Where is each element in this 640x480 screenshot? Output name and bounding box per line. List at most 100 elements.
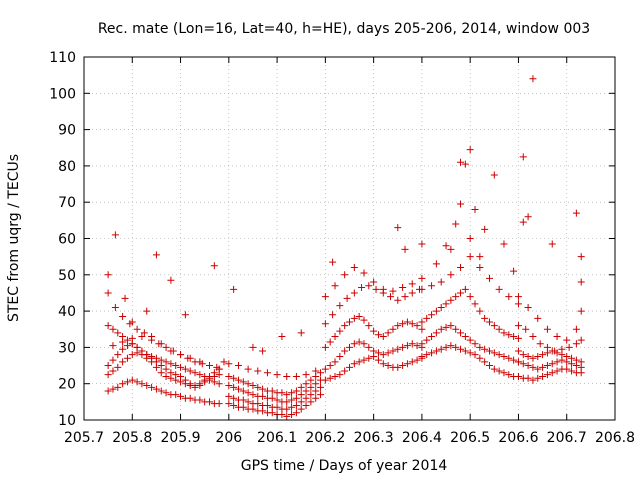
data-point: [288, 389, 296, 397]
data-point: [254, 367, 262, 375]
data-point: [372, 285, 380, 293]
data-point: [476, 253, 484, 261]
data-point: [553, 333, 561, 341]
data-point: [263, 369, 271, 377]
data-point: [239, 387, 247, 395]
data-point: [148, 352, 156, 360]
data-point: [114, 383, 122, 391]
data-point: [341, 367, 349, 375]
data-point: [119, 380, 127, 388]
data-point: [563, 336, 571, 344]
data-point: [401, 293, 409, 301]
data-point: [500, 329, 508, 337]
data-point: [148, 383, 156, 391]
data-point: [447, 342, 455, 350]
data-point: [466, 349, 474, 357]
data-point: [384, 349, 392, 357]
data-point: [157, 356, 165, 364]
data-point: [162, 389, 170, 397]
data-point: [109, 367, 117, 375]
data-point: [529, 333, 537, 341]
data-point: [374, 349, 382, 357]
data-point: [558, 345, 566, 353]
data-point: [408, 358, 416, 366]
data-point: [234, 362, 242, 370]
data-point: [292, 401, 300, 409]
y-axis: 10 20 30 40 50 60 70 80 90 100 110: [49, 50, 615, 429]
data-point: [577, 358, 585, 366]
data-point: [401, 245, 409, 253]
data-point: [302, 387, 310, 395]
data-point: [288, 403, 296, 411]
data-point: [355, 313, 363, 321]
x-tick-label: 205.9: [160, 430, 200, 446]
data-point: [341, 322, 349, 330]
data-point: [565, 343, 573, 351]
data-point: [428, 282, 436, 290]
data-point: [355, 358, 363, 366]
data-point: [563, 365, 571, 373]
data-point: [418, 352, 426, 360]
data-point: [307, 383, 315, 391]
y-tick-label: 100: [49, 86, 76, 102]
data-point: [447, 296, 455, 304]
data-point: [485, 362, 493, 370]
data-point: [394, 296, 402, 304]
data-point: [104, 362, 112, 370]
data-point: [374, 331, 382, 339]
data-point: [495, 367, 503, 375]
data-point: [283, 412, 291, 420]
grid-lines: [84, 57, 615, 420]
data-point: [379, 333, 387, 341]
data-point: [336, 371, 344, 379]
data-point: [297, 391, 305, 399]
data-point: [442, 300, 450, 308]
data-point: [234, 376, 242, 384]
data-point: [167, 276, 175, 284]
data-point: [457, 345, 465, 353]
data-point: [225, 392, 233, 400]
data-point: [442, 323, 450, 331]
data-point: [514, 347, 522, 355]
x-axis: 205.7 205.8 205.9 206 206.1 206.2 206.3 206.4 20…: [64, 57, 635, 446]
data-point: [471, 300, 479, 308]
data-point: [437, 303, 445, 311]
data-point: [210, 378, 218, 386]
data-point: [457, 264, 465, 272]
data-point: [370, 327, 378, 335]
data-point: [548, 360, 556, 368]
data-point: [514, 334, 522, 342]
data-point: [140, 329, 148, 337]
data-point: [186, 354, 194, 362]
data-point: [181, 311, 189, 319]
data-point: [317, 369, 325, 377]
data-point: [447, 245, 455, 253]
data-point: [466, 253, 474, 261]
data-point: [109, 385, 117, 393]
data-point: [350, 360, 358, 368]
data-point: [278, 333, 286, 341]
data-point: [524, 213, 532, 221]
data-point: [297, 383, 305, 391]
data-point: [157, 387, 165, 395]
x-tick-label: 206.1: [257, 430, 297, 446]
data-point: [230, 394, 238, 402]
x-tick-label: 206.4: [402, 430, 442, 446]
data-point: [461, 333, 469, 341]
data-point: [152, 385, 160, 393]
data-point: [514, 358, 522, 366]
data-point: [162, 365, 170, 373]
data-point: [210, 369, 218, 377]
data-point: [485, 274, 493, 282]
data-point: [104, 322, 112, 330]
data-point: [138, 380, 146, 388]
data-point: [123, 354, 131, 362]
data-point: [543, 371, 551, 379]
data-point: [143, 382, 151, 390]
data-point: [365, 343, 373, 351]
data-point: [292, 394, 300, 402]
data-point: [111, 303, 119, 311]
data-point: [331, 333, 339, 341]
data-point: [321, 376, 329, 384]
x-tick-label: 206: [215, 430, 242, 446]
